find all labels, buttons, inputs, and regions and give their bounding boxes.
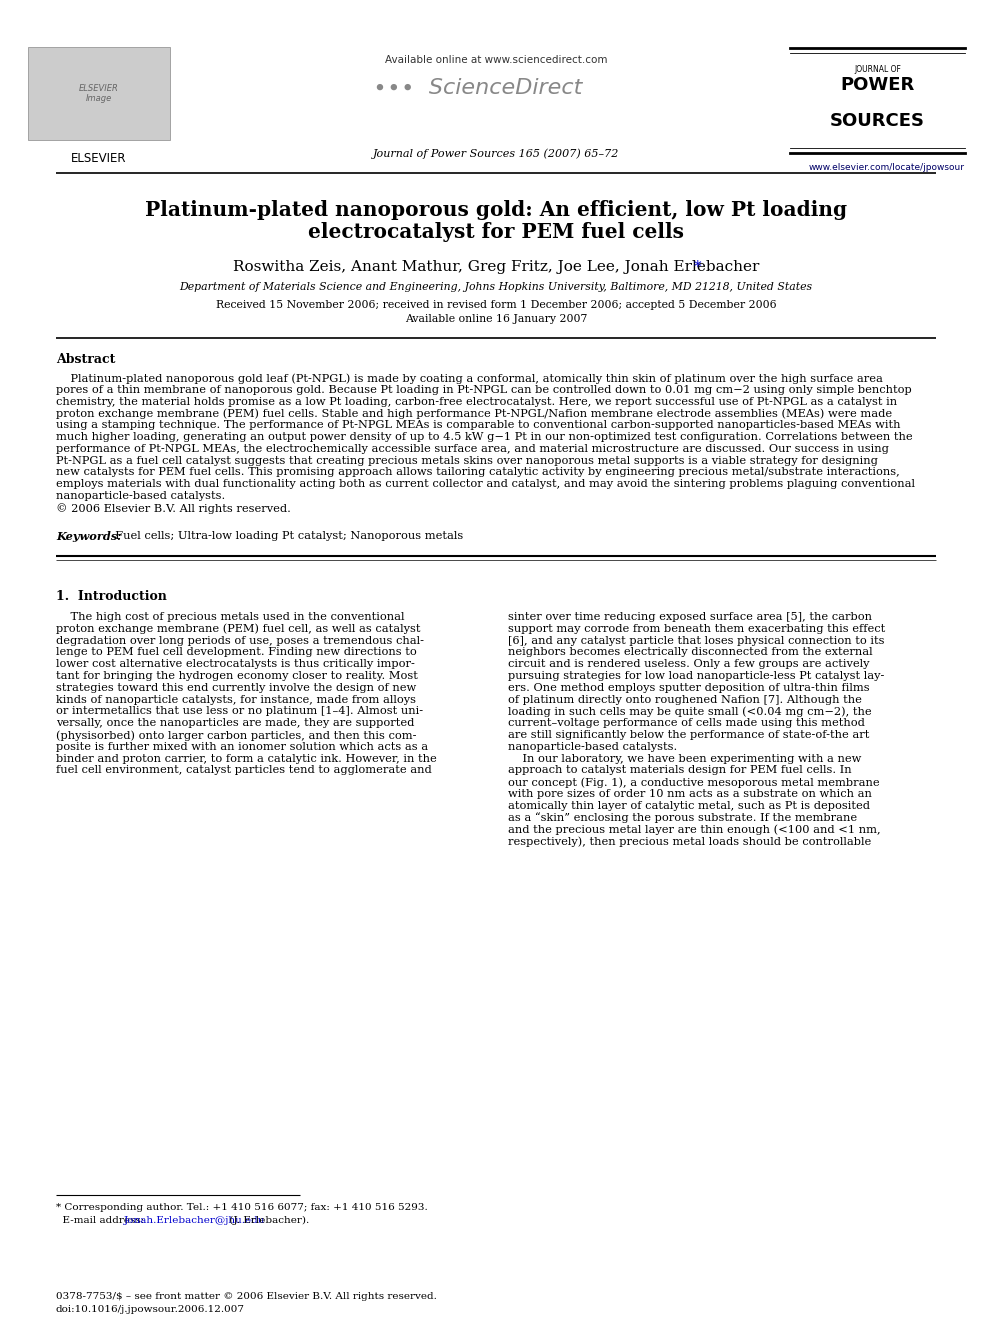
Text: 1.  Introduction: 1. Introduction: [56, 590, 167, 603]
Text: Available online 16 January 2007: Available online 16 January 2007: [405, 314, 587, 324]
Text: of platinum directly onto roughened Nafion [7]. Although the: of platinum directly onto roughened Nafi…: [508, 695, 862, 705]
Text: Jonah.Erlebacher@jhu.edu: Jonah.Erlebacher@jhu.edu: [124, 1216, 266, 1225]
Text: SOURCES: SOURCES: [830, 112, 925, 130]
Text: doi:10.1016/j.jpowsour.2006.12.007: doi:10.1016/j.jpowsour.2006.12.007: [56, 1304, 245, 1314]
Text: respectively), then precious metal loads should be controllable: respectively), then precious metal loads…: [508, 836, 871, 847]
Text: as a “skin” enclosing the porous substrate. If the membrane: as a “skin” enclosing the porous substra…: [508, 812, 857, 823]
Text: Journal of Power Sources 165 (2007) 65–72: Journal of Power Sources 165 (2007) 65–7…: [373, 148, 619, 159]
Text: ELSEVIER: ELSEVIER: [71, 152, 127, 165]
Text: Platinum-plated nanoporous gold leaf (Pt-NPGL) is made by coating a conformal, a: Platinum-plated nanoporous gold leaf (Pt…: [56, 373, 883, 384]
Bar: [28, 48, 170, 140]
Text: www.elsevier.com/locate/jpowsour: www.elsevier.com/locate/jpowsour: [809, 163, 965, 172]
Text: ers. One method employs sputter deposition of ultra-thin films: ers. One method employs sputter depositi…: [508, 683, 870, 693]
Text: lower cost alternative electrocatalysts is thus critically impor-: lower cost alternative electrocatalysts …: [56, 659, 415, 669]
Text: our concept (Fig. 1), a conductive mesoporous metal membrane: our concept (Fig. 1), a conductive mesop…: [508, 777, 880, 787]
Text: proton exchange membrane (PEM) fuel cells. Stable and high performance Pt-NPGL/N: proton exchange membrane (PEM) fuel cell…: [56, 409, 892, 419]
Text: [6], and any catalyst particle that loses physical connection to its: [6], and any catalyst particle that lose…: [508, 635, 885, 646]
Text: versally, once the nanoparticles are made, they are supported: versally, once the nanoparticles are mad…: [56, 718, 415, 728]
Text: fuel cell environment, catalyst particles tend to agglomerate and: fuel cell environment, catalyst particle…: [56, 766, 432, 775]
Text: loading in such cells may be quite small (<0.04 mg cm−2), the: loading in such cells may be quite small…: [508, 706, 872, 717]
Text: atomically thin layer of catalytic metal, such as Pt is deposited: atomically thin layer of catalytic metal…: [508, 800, 870, 811]
Text: approach to catalyst materials design for PEM fuel cells. In: approach to catalyst materials design fo…: [508, 766, 851, 775]
Text: tant for bringing the hydrogen economy closer to reality. Most: tant for bringing the hydrogen economy c…: [56, 671, 418, 681]
Text: E-mail address:: E-mail address:: [56, 1216, 148, 1225]
Text: Keywords:: Keywords:: [56, 531, 121, 542]
Text: using a stamping technique. The performance of Pt-NPGL MEAs is comparable to con: using a stamping technique. The performa…: [56, 421, 901, 430]
Text: The high cost of precious metals used in the conventional: The high cost of precious metals used in…: [56, 613, 405, 622]
Text: * Corresponding author. Tel.: +1 410 516 6077; fax: +1 410 516 5293.: * Corresponding author. Tel.: +1 410 516…: [56, 1203, 428, 1212]
Text: pores of a thin membrane of nanoporous gold. Because Pt loading in Pt-NPGL can b: pores of a thin membrane of nanoporous g…: [56, 385, 912, 394]
Text: electrocatalyst for PEM fuel cells: electrocatalyst for PEM fuel cells: [308, 222, 684, 242]
Text: Received 15 November 2006; received in revised form 1 December 2006; accepted 5 : Received 15 November 2006; received in r…: [215, 300, 777, 310]
Text: POWER: POWER: [840, 75, 915, 94]
Text: ∙∙∙  ScienceDirect: ∙∙∙ ScienceDirect: [373, 78, 582, 98]
Text: Fuel cells; Ultra-low loading Pt catalyst; Nanoporous metals: Fuel cells; Ultra-low loading Pt catalys…: [108, 531, 463, 541]
Text: are still significantly below the performance of state-of-the art: are still significantly below the perfor…: [508, 730, 869, 740]
Text: JOURNAL OF: JOURNAL OF: [854, 65, 901, 74]
Text: Abstract: Abstract: [56, 353, 115, 366]
Text: neighbors becomes electrically disconnected from the external: neighbors becomes electrically disconnec…: [508, 647, 873, 658]
Text: lenge to PEM fuel cell development. Finding new directions to: lenge to PEM fuel cell development. Find…: [56, 647, 417, 658]
Text: circuit and is rendered useless. Only a few groups are actively: circuit and is rendered useless. Only a …: [508, 659, 870, 669]
Text: Roswitha Zeis, Anant Mathur, Greg Fritz, Joe Lee, Jonah Erlebacher: Roswitha Zeis, Anant Mathur, Greg Fritz,…: [233, 261, 759, 274]
Text: chemistry, the material holds promise as a low Pt loading, carbon-free electroca: chemistry, the material holds promise as…: [56, 397, 897, 406]
Text: Department of Materials Science and Engineering, Johns Hopkins University, Balti: Department of Materials Science and Engi…: [180, 282, 812, 292]
Text: support may corrode from beneath them exacerbating this effect: support may corrode from beneath them ex…: [508, 624, 885, 634]
Text: performance of Pt-NPGL MEAs, the electrochemically accessible surface area, and : performance of Pt-NPGL MEAs, the electro…: [56, 443, 889, 454]
Text: (physisorbed) onto larger carbon particles, and then this com-: (physisorbed) onto larger carbon particl…: [56, 730, 417, 741]
Text: current–voltage performance of cells made using this method: current–voltage performance of cells mad…: [508, 718, 865, 728]
Text: and the precious metal layer are thin enough (<100 and <1 nm,: and the precious metal layer are thin en…: [508, 824, 881, 835]
Text: degradation over long periods of use, poses a tremendous chal-: degradation over long periods of use, po…: [56, 635, 424, 646]
Text: posite is further mixed with an ionomer solution which acts as a: posite is further mixed with an ionomer …: [56, 742, 429, 751]
Text: with pore sizes of order 10 nm acts as a substrate on which an: with pore sizes of order 10 nm acts as a…: [508, 789, 872, 799]
Text: Available online at www.sciencedirect.com: Available online at www.sciencedirect.co…: [385, 56, 607, 65]
Text: binder and proton carrier, to form a catalytic ink. However, in the: binder and proton carrier, to form a cat…: [56, 754, 436, 763]
Text: (J. Erlebacher).: (J. Erlebacher).: [226, 1216, 310, 1225]
Text: Pt-NPGL as a fuel cell catalyst suggests that creating precious metals skins ove: Pt-NPGL as a fuel cell catalyst suggests…: [56, 455, 878, 466]
Text: sinter over time reducing exposed surface area [5], the carbon: sinter over time reducing exposed surfac…: [508, 613, 872, 622]
Text: *: *: [694, 261, 701, 274]
Text: new catalysts for PEM fuel cells. This promising approach allows tailoring catal: new catalysts for PEM fuel cells. This p…: [56, 467, 900, 478]
Text: © 2006 Elsevier B.V. All rights reserved.: © 2006 Elsevier B.V. All rights reserved…: [56, 503, 291, 513]
Text: proton exchange membrane (PEM) fuel cell, as well as catalyst: proton exchange membrane (PEM) fuel cell…: [56, 624, 421, 634]
Text: or intermetallics that use less or no platinum [1–4]. Almost uni-: or intermetallics that use less or no pl…: [56, 706, 424, 716]
Text: employs materials with dual functionality acting both as current collector and c: employs materials with dual functionalit…: [56, 479, 915, 490]
Text: ELSEVIER
Image: ELSEVIER Image: [79, 83, 119, 103]
Text: much higher loading, generating an output power density of up to 4.5 kW g−1 Pt i: much higher loading, generating an outpu…: [56, 433, 913, 442]
Text: kinds of nanoparticle catalysts, for instance, made from alloys: kinds of nanoparticle catalysts, for ins…: [56, 695, 416, 705]
Text: Platinum-plated nanoporous gold: An efficient, low Pt loading: Platinum-plated nanoporous gold: An effi…: [145, 200, 847, 220]
Text: nanoparticle-based catalysts.: nanoparticle-based catalysts.: [508, 742, 678, 751]
Text: strategies toward this end currently involve the design of new: strategies toward this end currently inv…: [56, 683, 417, 693]
Text: pursuing strategies for low load nanoparticle-less Pt catalyst lay-: pursuing strategies for low load nanopar…: [508, 671, 885, 681]
Text: In our laboratory, we have been experimenting with a new: In our laboratory, we have been experime…: [508, 754, 861, 763]
Text: nanoparticle-based catalysts.: nanoparticle-based catalysts.: [56, 491, 225, 501]
Text: 0378-7753/$ – see front matter © 2006 Elsevier B.V. All rights reserved.: 0378-7753/$ – see front matter © 2006 El…: [56, 1293, 436, 1301]
